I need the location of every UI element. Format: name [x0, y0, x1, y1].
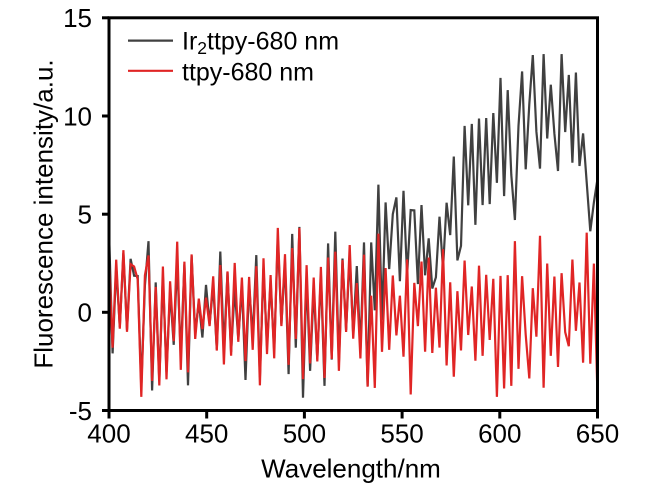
svg-text:400: 400 [87, 419, 130, 449]
svg-text:-5: -5 [69, 396, 92, 426]
svg-text:550: 550 [380, 419, 423, 449]
svg-text:450: 450 [185, 419, 228, 449]
svg-text:0: 0 [78, 298, 92, 328]
svg-text:600: 600 [478, 419, 521, 449]
svg-text:Wavelength/nm: Wavelength/nm [261, 454, 441, 484]
svg-text:10: 10 [63, 101, 92, 131]
svg-text:ttpy-680 nm: ttpy-680 nm [182, 59, 314, 87]
svg-text:650: 650 [576, 419, 619, 449]
svg-text:5: 5 [78, 200, 92, 230]
svg-text:Ir2ttpy-680 nm: Ir2ttpy-680 nm [182, 27, 339, 58]
svg-text:500: 500 [283, 419, 326, 449]
svg-text:Fluorescence intensity/a.u.: Fluorescence intensity/a.u. [29, 59, 59, 368]
svg-text:15: 15 [63, 3, 92, 33]
